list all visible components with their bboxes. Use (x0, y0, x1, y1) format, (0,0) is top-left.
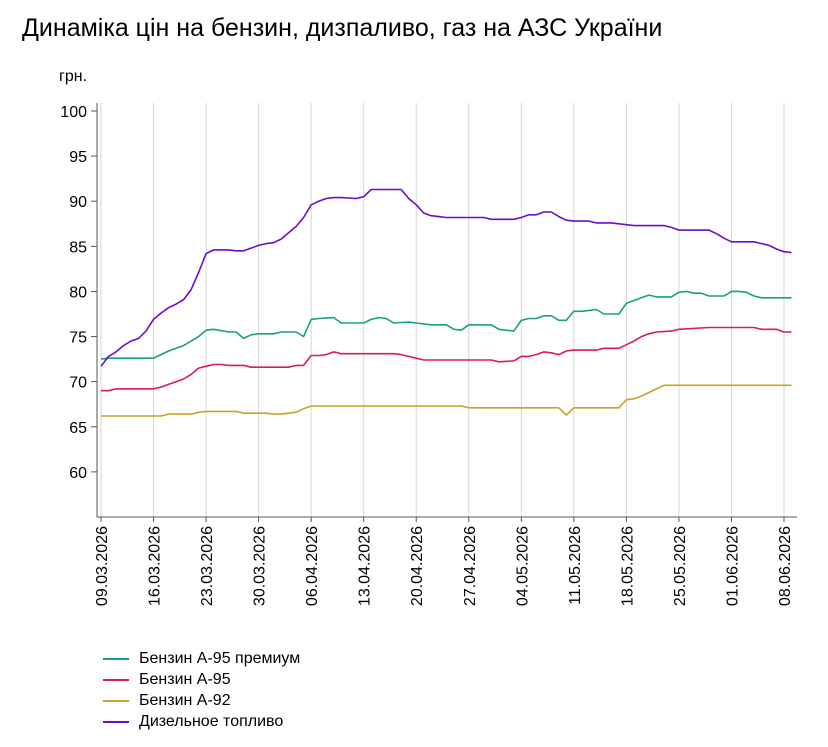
legend-label: Бензин А-92 (139, 691, 231, 709)
x-tick-label: 06.04.2026 (304, 526, 321, 606)
chart-title: Динаміка цін на бензин, дизпаливо, газ н… (22, 14, 663, 42)
chart-canvas: 60 65 70 75 80 85 90 95 100 грн. 09.03.2026 16.03.2… (59, 68, 797, 606)
y-tick-label: 80 (69, 284, 87, 301)
x-tick-label: 16.03.2026 (147, 526, 164, 606)
x-tick-label: 01.06.2026 (724, 526, 741, 606)
legend-swatch (103, 720, 129, 723)
x-tick-label: 04.05.2026 (514, 526, 531, 606)
legend-item: Бензин А-95 (103, 669, 300, 690)
x-tick-label: 13.04.2026 (357, 526, 374, 606)
legend: Бензин А-95 премиум Бензин А-95 Бензин А-9… (103, 648, 300, 732)
y-tick-label: 75 (69, 330, 87, 347)
series-line (100, 188, 792, 367)
series-line (101, 384, 792, 417)
y-tick-label: 60 (69, 465, 87, 482)
y-tick-label: 95 (69, 149, 87, 166)
legend-item: Дизельное топливо (103, 711, 300, 732)
legend-swatch (103, 678, 129, 681)
y-tick-label: 70 (69, 375, 87, 392)
legend-item: Бензин А-95 премиум (103, 648, 300, 669)
x-tick-label: 11.05.2026 (567, 526, 584, 605)
series-line (101, 326, 792, 392)
legend-label: Бензин А-95 премиум (139, 649, 301, 667)
y-tick-label: 90 (69, 194, 87, 211)
y-tick-label: 65 (69, 420, 87, 437)
x-tick-label: 23.03.2026 (199, 526, 216, 606)
x-tick-label: 30.03.2026 (252, 526, 269, 606)
legend-item: Бензин А-92 (103, 690, 300, 711)
grid (100, 103, 785, 517)
x-tick-label: 25.05.2026 (672, 526, 689, 606)
y-tick-label: 85 (69, 239, 87, 256)
y-axis-unit: грн. (59, 68, 87, 85)
legend-label: Бензин А-95 (139, 670, 231, 688)
legend-label: Дизельное топливо (139, 712, 284, 730)
series-lines (100, 188, 792, 417)
series-line (100, 290, 792, 360)
axes (91, 103, 797, 522)
legend-swatch (103, 657, 129, 660)
x-tick-label: 08.06.2026 (777, 526, 794, 606)
y-tick-label: 100 (60, 104, 87, 121)
x-tick-label: 27.04.2026 (462, 526, 479, 606)
legend-swatch (103, 699, 129, 702)
x-tick-label: 09.03.2026 (94, 526, 111, 606)
x-tick-label: 18.05.2026 (619, 526, 636, 606)
x-tick-label: 20.04.2026 (409, 526, 426, 606)
tick-labels: 60 65 70 75 80 85 90 95 100 грн. 09.03.2026 16.03.2… (59, 68, 794, 606)
